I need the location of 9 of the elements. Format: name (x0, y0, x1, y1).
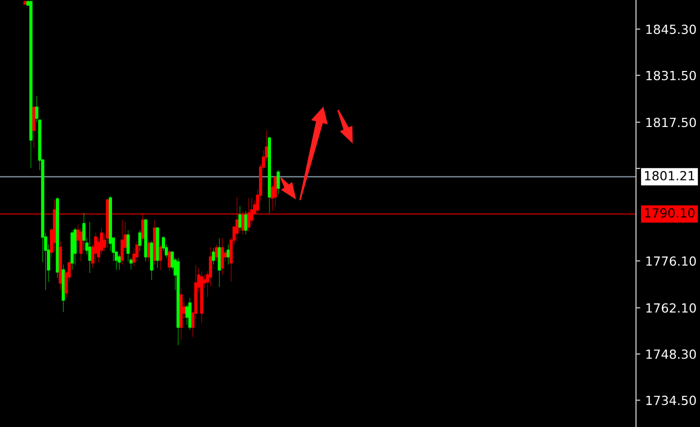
y-tick-label: 1762.10 (646, 303, 696, 313)
y-tick-label: 1748.30 (646, 349, 696, 359)
ref-line-label: 1801.21 (645, 170, 694, 180)
y-tick-label: 1776.10 (646, 256, 696, 266)
y-tick-label: 1845.30 (646, 24, 696, 34)
y-tick-label: 1817.50 (646, 118, 696, 128)
ref-line-label: 1790.10 (645, 208, 694, 218)
y-tick-label: 1831.50 (646, 70, 696, 80)
y-tick-label: 1734.50 (646, 396, 696, 406)
